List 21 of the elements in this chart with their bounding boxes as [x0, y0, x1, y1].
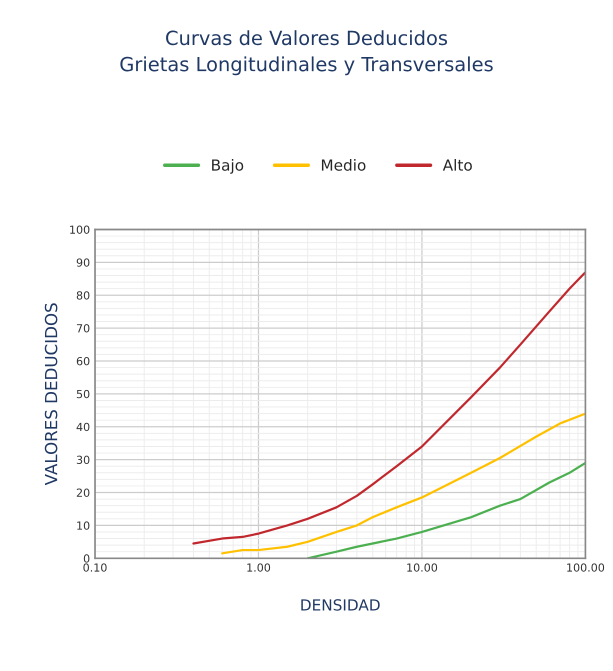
y-tick-label: 10 — [77, 521, 90, 530]
legend-label: Bajo — [212, 159, 244, 174]
x-tick-label: 1.00 — [247, 563, 270, 572]
y-tick-label: 30 — [76, 456, 90, 464]
x-tick-label: 100.00 — [567, 563, 604, 572]
y-tick-label: 20 — [76, 488, 90, 497]
y-tick-label: 40 — [76, 422, 90, 432]
x-tick-label: 0.10 — [83, 563, 107, 572]
x-tick-label: 10.00 — [407, 563, 438, 572]
y-tick-label: 100 — [70, 225, 90, 234]
y-tick-label: 90 — [76, 258, 90, 267]
y-tick-label: 70 — [76, 324, 90, 332]
y-tick-label: 50 — [76, 390, 90, 398]
y-tick-label: 60 — [76, 356, 90, 366]
y-tick-label: 0 — [84, 554, 90, 563]
y-tick-label: 80 — [76, 291, 90, 300]
x-axis-title: DENSIDAD — [301, 599, 380, 611]
y-axis-title: VALORES DEDUCIDOS — [44, 303, 58, 486]
legend-label: Medio — [322, 159, 366, 171]
legend-label: Alto — [442, 159, 472, 171]
chart-title: Curvas de Valores Deducidos Grietas Longitudinales y Transversales — [120, 30, 493, 76]
